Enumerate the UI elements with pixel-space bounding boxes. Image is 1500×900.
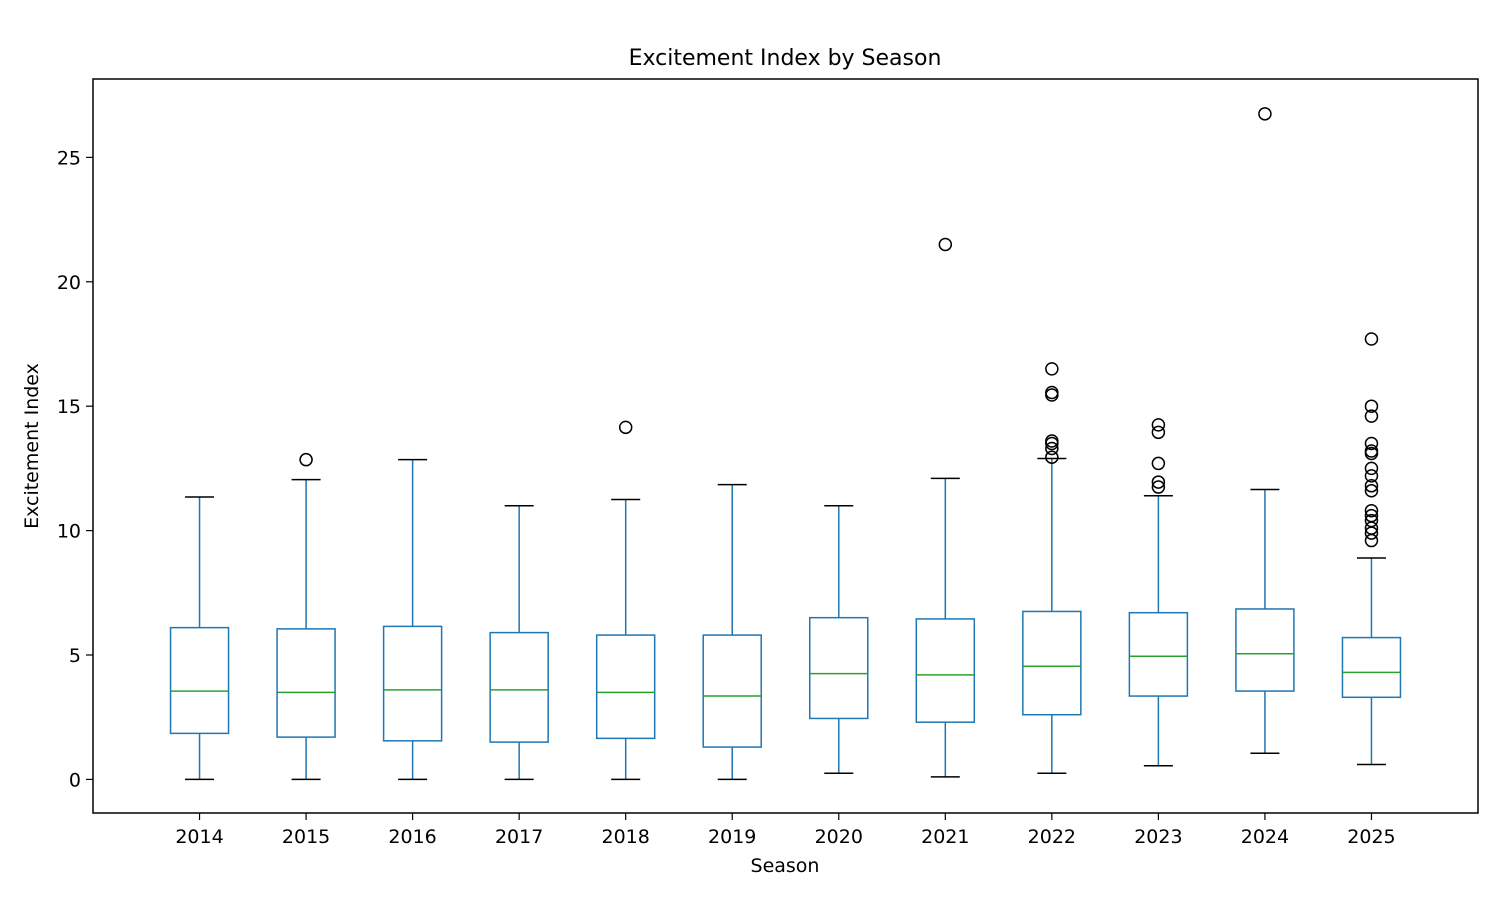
outlier-point [1045, 434, 1059, 448]
x-axis-label: Season [751, 855, 820, 877]
iqr-box [382, 625, 443, 742]
chart-title: Excitement Index by Season [629, 46, 942, 71]
iqr-box [1341, 636, 1402, 699]
outlier-point [1151, 475, 1166, 489]
y-axis-label: Excitement Index [21, 363, 43, 529]
plot-frame [92, 78, 1479, 814]
x-tick-label: 2018 [602, 826, 650, 848]
x-tick-label: 2015 [282, 826, 330, 848]
iqr-box [809, 616, 869, 720]
outlier-point [299, 452, 313, 467]
iqr-box [169, 626, 230, 735]
iqr-box [915, 618, 976, 723]
outlier-point [1151, 418, 1166, 432]
outlier-point [938, 237, 953, 252]
outlier-point [1151, 456, 1166, 471]
x-tick-label: 2023 [1134, 826, 1182, 848]
iqr-box [276, 628, 336, 738]
outlier-point [1045, 441, 1059, 456]
x-tick-label: 2016 [388, 826, 436, 848]
y-tick-label: 15 [57, 396, 81, 418]
iqr-box [1128, 611, 1189, 697]
outlier-point [1364, 409, 1379, 423]
outlier-point [1364, 479, 1379, 493]
x-tick-label: 2017 [495, 826, 543, 848]
x-tick-label: 2024 [1241, 826, 1289, 848]
outlier-point [1364, 399, 1379, 413]
x-tick-label: 2022 [1028, 826, 1076, 848]
outlier-point [1364, 444, 1379, 458]
y-tick-label: 20 [57, 272, 81, 294]
x-tick-label: 2019 [708, 826, 756, 848]
outlier-point [1364, 484, 1379, 498]
outlier-point [1364, 513, 1379, 528]
outlier-point [1151, 480, 1166, 494]
outlier-point [1045, 362, 1059, 376]
y-tick-label: 25 [57, 147, 81, 169]
iqr-box [489, 631, 549, 743]
outlier-point [1364, 503, 1379, 518]
y-tick-label: 0 [69, 769, 81, 791]
iqr-box [1235, 608, 1295, 692]
outlier-point [1364, 332, 1379, 346]
x-tick-label: 2020 [815, 826, 863, 848]
outlier-point [1045, 385, 1059, 400]
y-tick-label: 10 [57, 521, 81, 543]
iqr-box [1022, 610, 1082, 716]
iqr-box [595, 634, 656, 740]
x-tick-label: 2025 [1347, 826, 1395, 848]
outlier-point [1364, 508, 1379, 523]
x-tick-label: 2014 [175, 826, 223, 848]
x-tick-label: 2021 [921, 826, 969, 848]
outlier-point [1364, 469, 1379, 483]
outlier-point [618, 420, 633, 435]
outlier-point [1151, 425, 1166, 440]
outlier-point [1045, 450, 1059, 464]
outlier-point [1364, 461, 1379, 476]
iqr-box [702, 634, 762, 748]
outlier-point [1364, 436, 1379, 451]
y-tick-label: 5 [69, 645, 81, 667]
outlier-point [1258, 107, 1272, 121]
